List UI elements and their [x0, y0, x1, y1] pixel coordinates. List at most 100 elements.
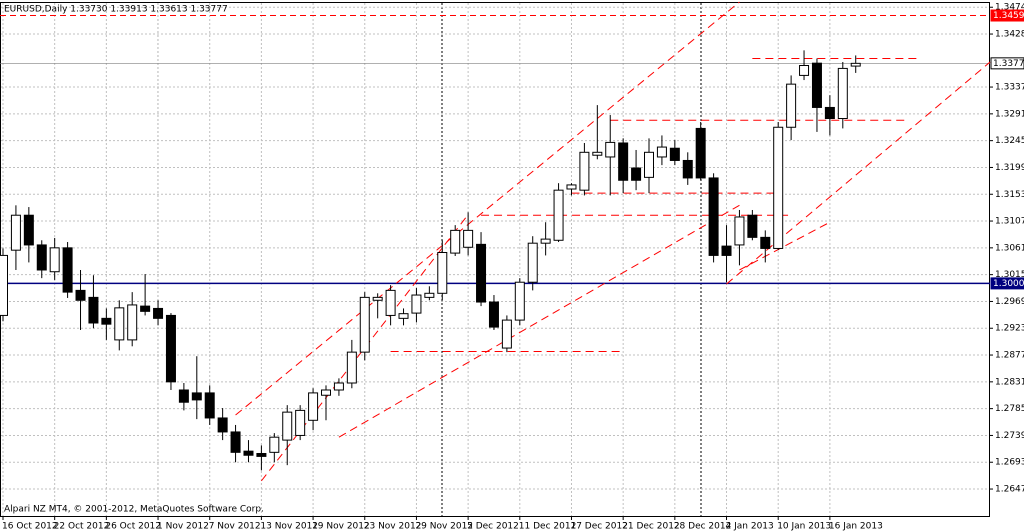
x-tick-label: 22 Oct 2012 — [54, 522, 110, 532]
candle-body — [153, 307, 164, 319]
candle-body — [424, 292, 435, 298]
candle-body — [540, 238, 551, 244]
y-tick-label: 1.26930 — [995, 458, 1024, 468]
y-tick-label: 1.27390 — [995, 431, 1024, 441]
candle-body — [49, 247, 60, 273]
candle-body — [10, 214, 21, 251]
x-tick-label: 23 Nov 2012 — [364, 522, 422, 532]
x-tick-label: 16 Oct 2012 — [2, 522, 58, 532]
candle-body — [114, 307, 125, 341]
y-tick-label: 1.34740 — [995, 3, 1024, 13]
candle-body — [437, 252, 448, 294]
x-tick-label: 10 Jan 2013 — [777, 522, 831, 532]
x-tick-label: 29 Nov 2012 — [415, 522, 473, 532]
x-tick-label: 19 Nov 2012 — [312, 522, 370, 532]
candle-body — [488, 301, 499, 328]
y-tick-label: 1.29230 — [995, 324, 1024, 334]
candle-body — [165, 314, 176, 383]
candle-body — [295, 409, 306, 436]
candle-body — [760, 236, 771, 249]
x-tick-label: 1 Nov 2012 — [157, 522, 209, 532]
candle-body — [321, 389, 331, 396]
price-level-label: 1.34598 — [993, 11, 1024, 21]
candle-body — [527, 242, 538, 283]
plot-frame — [0, 2, 990, 517]
candle-body — [708, 177, 719, 256]
candle-body — [101, 317, 112, 325]
candle-body — [36, 244, 47, 271]
candle-body — [553, 189, 564, 241]
candle-body — [618, 142, 629, 181]
candle-body — [217, 417, 228, 433]
candle-body — [243, 450, 254, 456]
candle-body — [592, 151, 603, 156]
candle-body — [62, 247, 73, 293]
candle-body — [75, 289, 86, 301]
price-level-label: 1.33777 — [993, 59, 1024, 69]
x-tick-label: 11 Dec 2012 — [519, 522, 577, 532]
candle-body — [204, 392, 215, 419]
candle-body — [359, 296, 370, 353]
candle-body — [230, 431, 241, 453]
y-tick-label: 1.33370 — [995, 83, 1024, 93]
trendline — [739, 221, 831, 271]
candle-body — [88, 296, 99, 324]
candle-body — [605, 141, 616, 158]
candle-body — [23, 214, 34, 246]
y-tick-label: 1.28310 — [995, 377, 1024, 387]
x-tick-label: 16 Jan 2013 — [829, 522, 883, 532]
candle-body — [669, 147, 680, 161]
candle-body — [0, 254, 8, 316]
candle-body — [721, 245, 732, 256]
y-tick-label: 1.29690 — [995, 297, 1024, 307]
trendline — [261, 214, 469, 482]
candle-body — [411, 294, 422, 314]
y-tick-label: 1.32450 — [995, 136, 1024, 146]
candle-body — [824, 106, 835, 120]
x-tick-label: 4 Jan 2013 — [726, 522, 774, 532]
candle-body — [786, 83, 797, 128]
y-tick-label: 1.26470 — [995, 485, 1024, 495]
y-tick-label: 1.32910 — [995, 109, 1024, 119]
candle-body — [656, 146, 667, 158]
candle-body — [837, 67, 848, 120]
candle-body — [799, 65, 810, 76]
candle-body — [579, 151, 590, 191]
candle-body — [514, 281, 525, 321]
x-tick-label: 17 Dec 2012 — [570, 522, 628, 532]
price-level-box — [990, 57, 1024, 70]
candle-body — [463, 229, 474, 248]
candle-body — [476, 243, 487, 303]
candle-body — [501, 319, 512, 349]
candle-body — [140, 305, 151, 312]
candle-body — [308, 392, 319, 421]
chart-title: EURUSD,Daily 1.33730 1.33913 1.33613 1.3… — [4, 5, 228, 15]
candle-body — [566, 184, 577, 190]
x-tick-label: 5 Dec 2012 — [467, 522, 519, 532]
candle-body — [682, 159, 693, 179]
y-tick-label: 1.27850 — [995, 404, 1024, 414]
x-tick-label: 13 Nov 2012 — [260, 522, 318, 532]
candle-body — [191, 392, 202, 401]
price-level-box — [990, 277, 1024, 290]
y-tick-label: 1.31070 — [995, 217, 1024, 227]
x-tick-label: 26 Oct 2012 — [105, 522, 161, 532]
candle-body — [747, 214, 758, 238]
candle-body — [398, 313, 409, 319]
candle-body — [346, 351, 357, 384]
candle-body — [811, 62, 822, 108]
trendline — [235, 1, 740, 416]
trendline — [726, 61, 991, 285]
x-tick-label: 7 Nov 2012 — [209, 522, 261, 532]
footer: Alpari NZ MT4, © 2001-2012, MetaQuotes S… — [4, 505, 264, 515]
candle-body — [372, 296, 383, 301]
y-tick-label: 1.30610 — [995, 243, 1024, 253]
candle-body — [256, 452, 267, 457]
candle-body — [178, 389, 189, 403]
y-tick-label: 1.34280 — [995, 30, 1024, 40]
candle-body — [734, 216, 745, 246]
candle-body — [773, 126, 784, 249]
candle-body — [282, 411, 293, 441]
